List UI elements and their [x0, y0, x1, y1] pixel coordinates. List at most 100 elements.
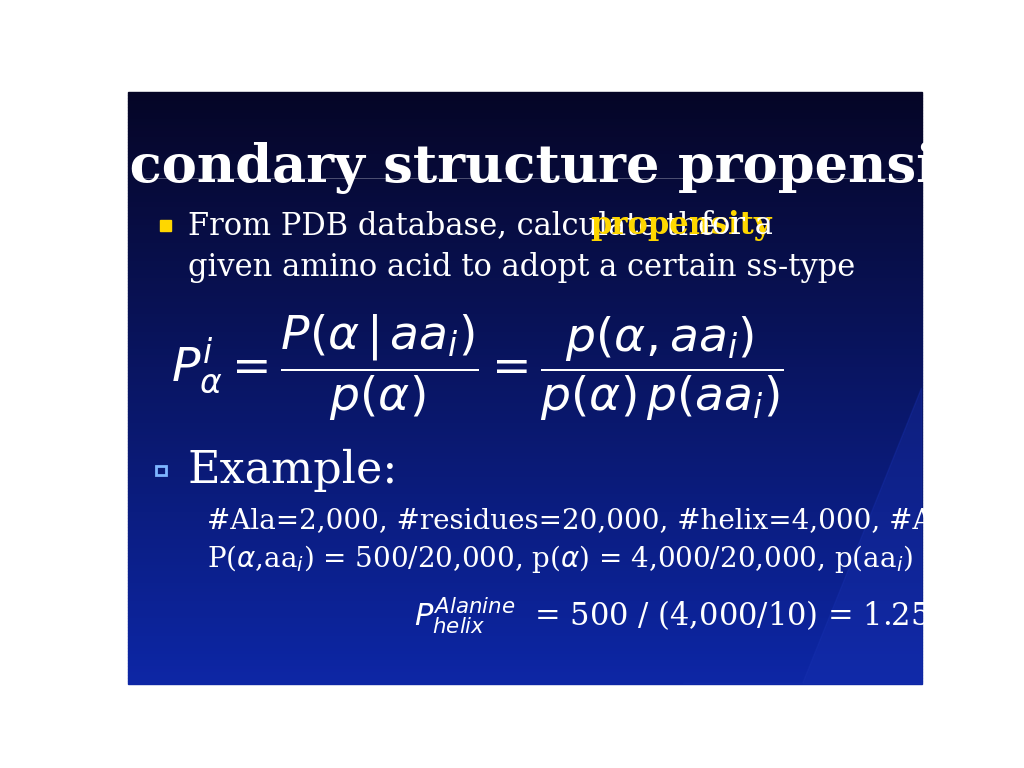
Bar: [128, 92, 922, 95]
Bar: [128, 359, 922, 361]
Bar: [128, 296, 922, 299]
Bar: [128, 151, 922, 154]
Bar: [128, 660, 922, 663]
Bar: [128, 530, 922, 533]
Bar: [128, 184, 922, 187]
Bar: [128, 281, 922, 284]
Bar: [128, 240, 922, 243]
Bar: [128, 161, 922, 163]
Bar: [128, 441, 922, 444]
Bar: [128, 450, 922, 453]
Bar: [128, 426, 922, 429]
Bar: [128, 402, 922, 406]
Bar: [128, 574, 922, 577]
Bar: [128, 98, 922, 101]
Text: Secondary structure propensity: Secondary structure propensity: [58, 142, 991, 194]
Bar: [128, 663, 922, 666]
Bar: [128, 518, 922, 521]
Bar: [128, 172, 922, 175]
Bar: [128, 418, 922, 420]
Bar: [128, 479, 922, 482]
Bar: [128, 199, 922, 201]
Bar: [128, 458, 922, 462]
Bar: [128, 444, 922, 447]
Bar: [128, 263, 922, 266]
Bar: [128, 651, 922, 654]
Bar: [128, 356, 922, 358]
Bar: [128, 314, 922, 317]
Bar: [128, 551, 922, 554]
Bar: [128, 556, 922, 559]
Bar: [128, 592, 922, 594]
Bar: [128, 346, 922, 349]
Bar: [128, 435, 922, 438]
Text: $P^{Alanine}_{helix}$  = 500 / (4,000/10) = 1.25: $P^{Alanine}_{helix}$ = 500 / (4,000/10)…: [414, 595, 929, 636]
Bar: [128, 512, 922, 515]
Bar: [128, 246, 922, 249]
Text: #Ala=2,000, #residues=20,000, #helix=4,000, #Ala in helix=500: #Ala=2,000, #residues=20,000, #helix=4,0…: [207, 508, 1024, 535]
Bar: [128, 568, 922, 571]
Bar: [128, 586, 922, 589]
Bar: [128, 506, 922, 509]
Bar: [128, 409, 922, 412]
Bar: [128, 598, 922, 601]
Bar: [128, 397, 922, 399]
Bar: [128, 515, 922, 518]
Bar: [128, 131, 922, 134]
Text: $P^{i}_{\alpha} = \dfrac{P(\alpha\,|\,aa_i)}{p(\alpha)} = \dfrac{p(\alpha,aa_i)}: $P^{i}_{\alpha} = \dfrac{P(\alpha\,|\,aa…: [171, 312, 783, 422]
Bar: [128, 462, 922, 465]
Bar: [128, 231, 922, 234]
Bar: [128, 234, 922, 237]
Bar: [128, 495, 922, 497]
Bar: [128, 163, 922, 166]
Bar: [128, 577, 922, 580]
Bar: [128, 524, 922, 527]
Bar: [128, 438, 922, 441]
Bar: [128, 107, 922, 110]
Bar: [128, 559, 922, 562]
Bar: [128, 474, 922, 476]
Text: P($\alpha$,aa$_i$) = 500/20,000, p($\alpha$) = 4,000/20,000, p(aa$_i$) = 2,000/2: P($\alpha$,aa$_i$) = 500/20,000, p($\alp…: [207, 543, 1024, 575]
Bar: [128, 521, 922, 524]
Bar: [128, 119, 922, 121]
Bar: [128, 554, 922, 556]
Bar: [128, 429, 922, 432]
Bar: [128, 385, 922, 388]
Bar: [128, 210, 922, 214]
Bar: [128, 536, 922, 538]
Bar: [128, 300, 922, 302]
Bar: [128, 237, 922, 240]
Bar: [128, 364, 922, 367]
Bar: [128, 607, 922, 610]
Bar: [128, 370, 922, 373]
Bar: [128, 243, 922, 246]
Bar: [128, 367, 922, 370]
Bar: [128, 228, 922, 231]
Bar: [128, 545, 922, 548]
Bar: [128, 492, 922, 495]
Bar: [128, 121, 922, 124]
Bar: [128, 610, 922, 613]
Bar: [128, 388, 922, 391]
Bar: [128, 379, 922, 382]
Bar: [128, 571, 922, 574]
Bar: [128, 329, 922, 332]
Text: propensity: propensity: [591, 210, 772, 240]
Bar: [128, 453, 922, 456]
Bar: [128, 580, 922, 583]
Bar: [128, 187, 922, 190]
Bar: [128, 214, 922, 217]
Bar: [128, 220, 922, 222]
Bar: [128, 353, 922, 356]
Bar: [128, 471, 922, 474]
Text: given amino acid to adopt a certain ss-type: given amino acid to adopt a certain ss-t…: [187, 253, 855, 283]
Bar: [128, 201, 922, 204]
Polygon shape: [684, 388, 922, 684]
Bar: [128, 468, 922, 471]
Text: Example:: Example:: [187, 449, 398, 492]
Bar: [128, 399, 922, 402]
Bar: [128, 482, 922, 485]
Bar: [128, 456, 922, 458]
Bar: [128, 127, 922, 131]
Bar: [128, 110, 922, 113]
